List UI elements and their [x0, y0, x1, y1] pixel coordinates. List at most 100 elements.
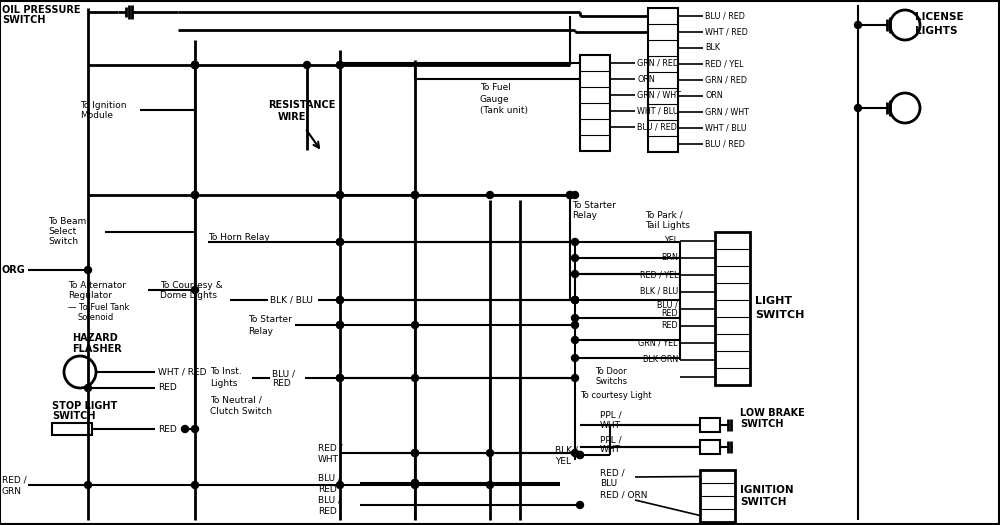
Text: — To Fuel Tank: — To Fuel Tank [68, 303, 129, 312]
Circle shape [572, 321, 578, 329]
Text: Select: Select [48, 227, 76, 236]
Circle shape [412, 449, 418, 457]
Text: GRN: GRN [2, 487, 22, 496]
Bar [648, 8, 678, 152]
Circle shape [412, 192, 418, 198]
Circle shape [572, 238, 578, 246]
Bar [700, 470, 735, 522]
Text: RED /: RED / [600, 468, 625, 478]
Text: SWITCH: SWITCH [740, 497, 786, 507]
Text: BLU /: BLU / [657, 300, 678, 309]
Text: WHT / BLU: WHT / BLU [705, 123, 747, 132]
Text: To Starter: To Starter [572, 201, 616, 209]
Circle shape [192, 61, 198, 68]
Text: SWITCH: SWITCH [755, 310, 804, 320]
Text: WHT / RED: WHT / RED [705, 27, 748, 37]
Text: RED /: RED / [2, 476, 27, 485]
Circle shape [486, 192, 494, 198]
Text: To courtesy Light: To courtesy Light [580, 391, 652, 400]
Text: Regulator: Regulator [68, 290, 112, 299]
Text: YEL: YEL [555, 457, 571, 466]
Text: PPL /: PPL / [600, 411, 622, 419]
Circle shape [84, 267, 92, 274]
Text: BLK / BLU: BLK / BLU [640, 287, 678, 296]
Text: Module: Module [80, 111, 113, 121]
Text: To Beam: To Beam [48, 217, 86, 226]
Text: FLASHER: FLASHER [72, 344, 122, 354]
Text: RED: RED [158, 383, 177, 393]
Text: BLU / RED: BLU / RED [705, 12, 745, 20]
Text: WIRE: WIRE [278, 112, 306, 122]
Text: SWITCH: SWITCH [2, 15, 46, 25]
Text: Switch: Switch [48, 237, 78, 247]
Text: WHT: WHT [600, 421, 621, 429]
Text: ORN: ORN [705, 91, 723, 100]
Text: To Park /: To Park / [645, 211, 683, 219]
Circle shape [336, 374, 344, 382]
Circle shape [572, 354, 578, 362]
Text: To Starter: To Starter [248, 316, 292, 324]
Text: BLU /: BLU / [318, 474, 341, 482]
Circle shape [336, 321, 344, 329]
Circle shape [336, 192, 344, 198]
Circle shape [192, 192, 198, 198]
Text: BLK: BLK [705, 44, 720, 52]
Circle shape [572, 297, 578, 303]
Text: LICENSE: LICENSE [915, 12, 964, 22]
Text: LIGHT: LIGHT [755, 296, 792, 306]
Text: To Neutral /: To Neutral / [210, 395, 262, 404]
Text: WHT: WHT [600, 446, 621, 455]
Text: GRN / WHT: GRN / WHT [637, 90, 681, 100]
Text: ORN: ORN [637, 75, 655, 83]
Text: Solenoid: Solenoid [78, 313, 114, 322]
Text: GRN / WHT: GRN / WHT [705, 108, 749, 117]
Text: IGNITION: IGNITION [740, 485, 794, 495]
Text: STOP LIGHT: STOP LIGHT [52, 401, 117, 411]
Text: OIL PRESSURE: OIL PRESSURE [2, 5, 80, 15]
Circle shape [336, 238, 344, 246]
Text: BRN: BRN [661, 253, 678, 262]
Circle shape [192, 192, 198, 198]
Text: WHT / BLU: WHT / BLU [637, 107, 679, 116]
Text: WHT: WHT [318, 455, 339, 464]
Text: To Door: To Door [595, 368, 627, 376]
Circle shape [566, 192, 574, 198]
Circle shape [412, 481, 418, 488]
Circle shape [854, 22, 862, 28]
Text: RED: RED [158, 425, 177, 434]
Text: SWITCH: SWITCH [740, 419, 784, 429]
Circle shape [412, 374, 418, 382]
Circle shape [412, 321, 418, 329]
Text: GRN / RED: GRN / RED [637, 58, 679, 68]
Text: GRN / RED: GRN / RED [705, 76, 747, 85]
Circle shape [572, 374, 578, 382]
Circle shape [412, 479, 418, 487]
Circle shape [192, 61, 198, 68]
Text: RED: RED [272, 380, 291, 388]
Text: SWITCH: SWITCH [52, 411, 96, 421]
Text: BLU /: BLU / [318, 496, 341, 505]
Circle shape [486, 449, 494, 457]
Text: To Horn Relay: To Horn Relay [208, 233, 270, 242]
Text: Relay: Relay [572, 212, 597, 220]
Circle shape [304, 61, 310, 68]
Text: WHT / RED: WHT / RED [158, 368, 207, 376]
Text: To Courtesy &: To Courtesy & [160, 280, 223, 289]
Bar [580, 55, 610, 151]
Text: BLK /: BLK / [555, 446, 578, 455]
Text: Clutch Switch: Clutch Switch [210, 406, 272, 415]
Circle shape [576, 501, 584, 509]
Text: ORG: ORG [2, 265, 26, 275]
Text: BLK / BLU: BLK / BLU [270, 296, 313, 304]
Text: PPL /: PPL / [600, 436, 622, 445]
Circle shape [192, 425, 198, 433]
Text: RED /: RED / [318, 444, 343, 453]
Text: Switchs: Switchs [595, 377, 627, 386]
Circle shape [336, 192, 344, 198]
Text: Relay: Relay [248, 327, 273, 335]
Circle shape [572, 297, 578, 303]
Circle shape [572, 270, 578, 278]
Text: GRN / YEL: GRN / YEL [639, 338, 678, 347]
Text: RED / ORN: RED / ORN [600, 490, 648, 499]
Circle shape [336, 61, 344, 68]
